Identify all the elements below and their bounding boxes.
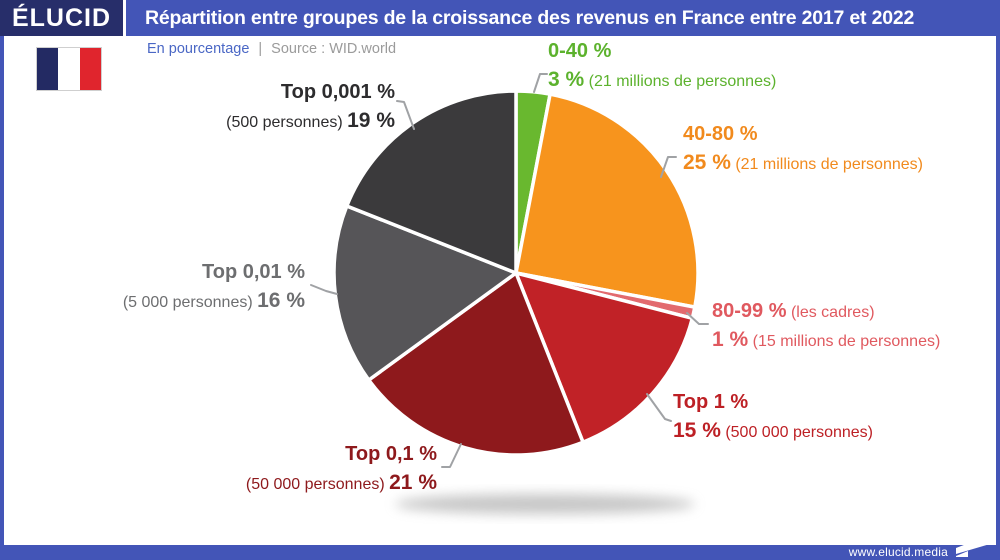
slice-value: 16 % — [257, 289, 305, 312]
label-group-top0001: Top 0,001 % (500 personnes) 19 % — [150, 79, 395, 136]
leader-line-top1 — [646, 393, 672, 422]
slice-range-note: (les cadres) — [790, 304, 875, 321]
slice-detail: (21 millions de personnes) — [588, 73, 777, 90]
frame-border-right — [996, 36, 1000, 545]
slice-detail: (50 000 personnes) — [245, 476, 385, 493]
header-divider — [123, 0, 126, 36]
pie-slice-5 — [332, 204, 518, 382]
label-group-top01: Top 0,1 % (50 000 personnes) 21 % — [179, 441, 437, 498]
slice-range: Top 0,01 % — [202, 261, 305, 283]
slice-value: 1 % — [712, 328, 749, 351]
slice-range: Top 0,1 % — [345, 443, 437, 465]
label-group-40-80: 40-80 % 25 % (21 millions de personnes) — [683, 121, 923, 178]
slice-detail: (500 000 personnes) — [725, 424, 873, 441]
source-label: Source : WID.world — [271, 41, 397, 57]
slice-detail: (15 millions de personnes) — [752, 333, 941, 350]
unit-label: En pourcentage — [147, 41, 250, 57]
leader-line-top01 — [441, 443, 462, 468]
slice-value: 21 % — [389, 471, 437, 494]
leader-line-80-99 — [686, 312, 709, 325]
pie-shadow — [395, 494, 695, 514]
slice-range: Top 1 % — [673, 391, 749, 413]
leader-line-40-80 — [660, 156, 677, 178]
pie-slice-4 — [367, 271, 585, 457]
elucid-logo-icon — [956, 535, 990, 557]
footer-bar — [0, 545, 1000, 560]
slice-detail: (21 millions de personnes) — [735, 156, 923, 173]
pie-slice-0 — [514, 89, 552, 275]
slice-range: 80-99 % — [712, 300, 787, 322]
brand-logo: ÉLUCID — [0, 0, 123, 36]
slice-value: 19 % — [347, 109, 395, 132]
pie-slice-3 — [514, 271, 695, 444]
label-group-top001: Top 0,01 % (5 000 personnes) 16 % — [60, 259, 305, 316]
leader-line-top001 — [310, 284, 338, 295]
label-group-top1: Top 1 % 15 % (500 000 personnes) — [673, 389, 873, 446]
slice-range: Top 0,001 % — [280, 81, 395, 103]
slice-value: 3 % — [548, 68, 585, 91]
label-group-80-99: 80-99 % (les cadres) 1 % (15 millions de… — [712, 298, 940, 355]
page-title: Répartition entre groupes de la croissan… — [145, 7, 915, 29]
pie-slice-1 — [514, 92, 700, 309]
flag-stripe-blue — [37, 48, 59, 90]
slice-value: 15 % — [673, 419, 721, 442]
website-label: www.elucid.media — [848, 545, 948, 559]
slice-range: 0-40 % — [548, 40, 612, 62]
flag-stripe-white — [58, 48, 80, 90]
label-group-0-40: 0-40 % 3 % (21 millions de personnes) — [548, 38, 776, 95]
header-bar: ÉLUCID Répartition entre groupes de la c… — [0, 0, 1000, 36]
subheader: En pourcentage | Source : WID.world — [147, 41, 396, 57]
slice-range: 40-80 % — [683, 123, 758, 145]
slice-detail: (5 000 personnes) — [122, 294, 253, 311]
frame-border-left — [0, 36, 4, 545]
subheader-separator: | — [258, 41, 263, 57]
flag-stripe-red — [79, 48, 101, 90]
pie-slice-2 — [514, 271, 697, 321]
slice-detail: (500 personnes) — [226, 114, 343, 131]
france-flag-icon — [36, 47, 102, 91]
slice-value: 25 % — [683, 151, 731, 174]
leader-line-0-40 — [533, 73, 548, 93]
leader-line-top0001 — [396, 100, 415, 130]
